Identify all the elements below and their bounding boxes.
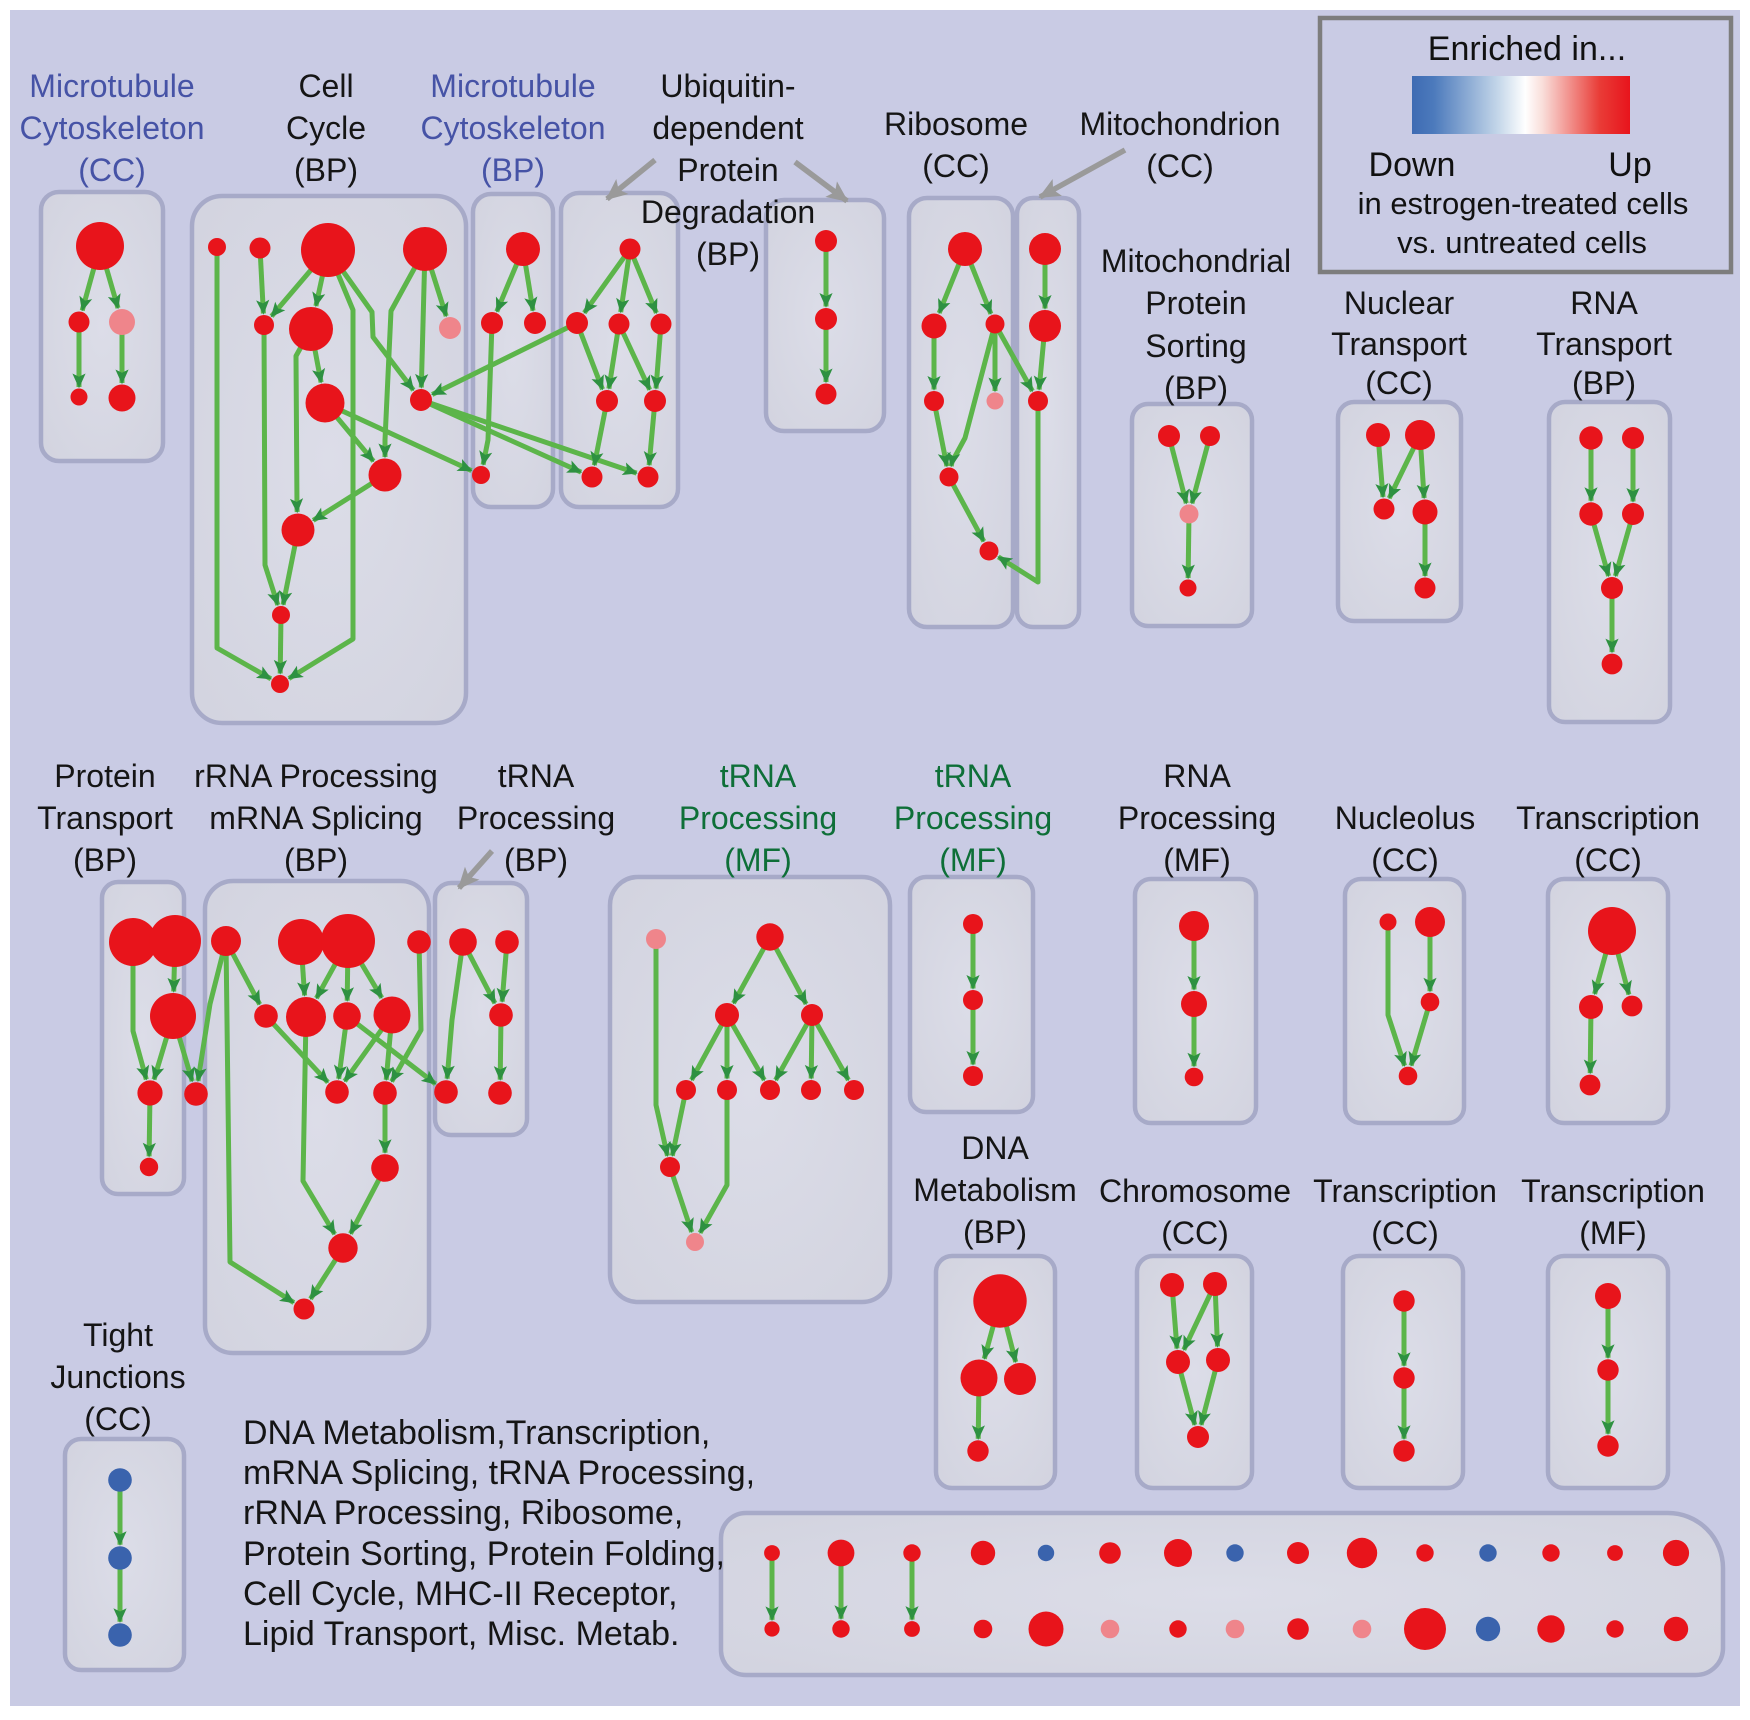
svg-text:(BP): (BP) [504, 842, 568, 878]
svg-text:Microtubule: Microtubule [430, 68, 595, 104]
svg-text:Transport: Transport [1536, 326, 1672, 362]
svg-text:Mitochondrion: Mitochondrion [1080, 106, 1281, 142]
svg-text:rRNA Processing, Ribosome,: rRNA Processing, Ribosome, [243, 1494, 683, 1532]
svg-text:(BP): (BP) [294, 152, 358, 188]
svg-text:mRNA Splicing: mRNA Splicing [209, 800, 422, 836]
svg-text:(MF): (MF) [939, 842, 1007, 878]
svg-text:(CC): (CC) [84, 1401, 152, 1437]
svg-text:Cell Cycle, MHC-II Receptor,: Cell Cycle, MHC-II Receptor, [243, 1575, 678, 1613]
svg-text:Protein: Protein [677, 152, 778, 188]
svg-text:(CC): (CC) [1574, 842, 1642, 878]
svg-text:tRNA: tRNA [720, 758, 797, 794]
svg-text:Processing: Processing [1118, 800, 1276, 836]
svg-text:RNA: RNA [1163, 758, 1231, 794]
svg-text:(MF): (MF) [1163, 842, 1231, 878]
svg-text:(BP): (BP) [284, 842, 348, 878]
svg-text:dependent: dependent [652, 110, 803, 146]
svg-text:Protein: Protein [1145, 285, 1246, 321]
svg-text:(CC): (CC) [1371, 1215, 1439, 1251]
svg-text:Junctions: Junctions [50, 1359, 185, 1395]
svg-text:Nucleolus: Nucleolus [1335, 800, 1476, 836]
svg-text:Cytoskeleton: Cytoskeleton [20, 110, 205, 146]
svg-text:in estrogen-treated cells: in estrogen-treated cells [1358, 186, 1689, 221]
svg-text:vs. untreated cells: vs. untreated cells [1397, 225, 1647, 260]
svg-text:Lipid Transport, Misc. Metab.: Lipid Transport, Misc. Metab. [243, 1615, 680, 1653]
svg-text:Tight: Tight [83, 1317, 153, 1353]
svg-text:mRNA Splicing, tRNA Processing: mRNA Splicing, tRNA Processing, [243, 1454, 755, 1492]
svg-text:(BP): (BP) [73, 842, 137, 878]
svg-text:Mitochondrial: Mitochondrial [1101, 243, 1291, 279]
svg-text:(BP): (BP) [1164, 370, 1228, 406]
svg-text:Cell: Cell [298, 68, 353, 104]
svg-text:Transcription: Transcription [1516, 800, 1700, 836]
svg-text:Transcription: Transcription [1313, 1173, 1497, 1209]
svg-text:(MF): (MF) [1579, 1215, 1647, 1251]
svg-text:(CC): (CC) [78, 152, 146, 188]
svg-text:tRNA: tRNA [935, 758, 1012, 794]
svg-text:Chromosome: Chromosome [1099, 1173, 1291, 1209]
svg-text:(CC): (CC) [1161, 1215, 1229, 1251]
svg-text:Processing: Processing [894, 800, 1052, 836]
svg-text:Protein: Protein [54, 758, 155, 794]
svg-text:Nuclear: Nuclear [1344, 285, 1455, 321]
svg-text:Metabolism: Metabolism [913, 1172, 1077, 1208]
svg-text:Transcription: Transcription [1521, 1173, 1705, 1209]
svg-text:Processing: Processing [457, 800, 615, 836]
svg-text:(BP): (BP) [481, 152, 545, 188]
svg-text:Ribosome: Ribosome [884, 106, 1028, 142]
svg-text:(CC): (CC) [1371, 842, 1439, 878]
svg-text:Enriched in...: Enriched in... [1428, 30, 1626, 68]
svg-text:Sorting: Sorting [1145, 328, 1246, 364]
svg-text:Cytoskeleton: Cytoskeleton [421, 110, 606, 146]
svg-text:Processing: Processing [679, 800, 837, 836]
svg-text:(CC): (CC) [1365, 365, 1433, 401]
svg-text:Down: Down [1369, 146, 1456, 184]
svg-text:Transport: Transport [37, 800, 173, 836]
svg-text:Ubiquitin-: Ubiquitin- [660, 68, 795, 104]
svg-text:Transport: Transport [1331, 326, 1467, 362]
svg-text:Microtubule: Microtubule [29, 68, 194, 104]
svg-text:Up: Up [1608, 146, 1651, 184]
svg-text:(BP): (BP) [1572, 365, 1636, 401]
svg-text:RNA: RNA [1570, 285, 1638, 321]
svg-text:Degradation: Degradation [641, 194, 815, 230]
svg-text:(CC): (CC) [1146, 148, 1214, 184]
svg-text:Cycle: Cycle [286, 110, 366, 146]
svg-text:Protein Sorting, Protein Foldi: Protein Sorting, Protein Folding, [243, 1535, 725, 1573]
svg-text:DNA Metabolism,Transcription,: DNA Metabolism,Transcription, [243, 1414, 710, 1452]
svg-text:(BP): (BP) [696, 236, 760, 272]
svg-text:(BP): (BP) [963, 1214, 1027, 1250]
svg-text:(MF): (MF) [724, 842, 792, 878]
svg-text:rRNA Processing: rRNA Processing [194, 758, 438, 794]
svg-text:(CC): (CC) [922, 148, 990, 184]
svg-text:tRNA: tRNA [498, 758, 575, 794]
svg-text:DNA: DNA [961, 1130, 1029, 1166]
